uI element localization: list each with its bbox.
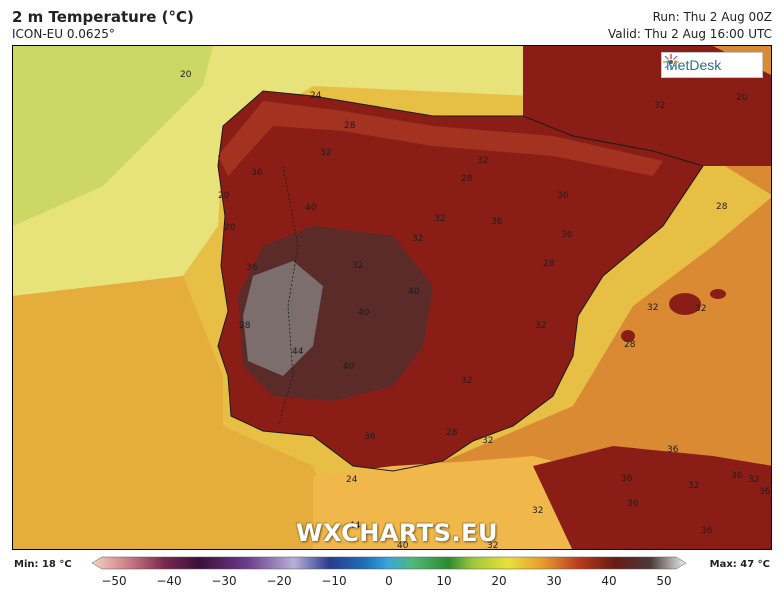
contour-label: 36 bbox=[251, 168, 263, 178]
contour-label: 32 bbox=[654, 101, 666, 111]
contour-label: 32 bbox=[477, 156, 489, 166]
contour-label: 20 bbox=[218, 191, 230, 201]
contour-label: 32 bbox=[482, 436, 494, 446]
contour-label: 44 bbox=[349, 521, 361, 531]
ibiza bbox=[621, 330, 635, 342]
contour-label: 28 bbox=[446, 428, 458, 438]
colorbar-tick-label: 50 bbox=[656, 574, 672, 588]
contour-label: 40 bbox=[305, 203, 317, 213]
contour-label: 36 bbox=[561, 230, 573, 240]
contour-label: 32 bbox=[434, 214, 446, 224]
contour-label: 32 bbox=[688, 481, 700, 491]
contour-label: 36 bbox=[731, 471, 743, 481]
colorbar-tick-label: 40 bbox=[601, 574, 617, 588]
contour-label: 28 bbox=[543, 259, 555, 269]
colorbar: Min: 18 °C Max: 47 °C bbox=[0, 553, 784, 600]
contour-label: 32 bbox=[535, 321, 547, 331]
contour-label: 36 bbox=[491, 217, 503, 227]
colorbar-tick-label: −10 bbox=[321, 574, 347, 588]
contour-label: 36 bbox=[621, 474, 633, 484]
contour-label: 40 bbox=[408, 287, 420, 297]
contour-label: 36 bbox=[246, 263, 258, 273]
colorbar-tick-label: 20 bbox=[491, 574, 507, 588]
contour-label: 40 bbox=[358, 308, 370, 318]
contour-label: 28 bbox=[344, 121, 356, 131]
contour-label: 32 bbox=[461, 376, 473, 386]
contour-label: 44 bbox=[292, 347, 304, 357]
contour-label: 36 bbox=[759, 487, 771, 497]
cantabrian-band bbox=[218, 101, 663, 176]
map-graphic bbox=[13, 46, 771, 549]
contour-label: 36 bbox=[627, 499, 639, 509]
colorbar-tick-label: 10 bbox=[436, 574, 452, 588]
colorbar-tick-label: −20 bbox=[266, 574, 292, 588]
metdesk-logo-mark-icon bbox=[663, 54, 679, 70]
contour-label: 20 bbox=[224, 223, 236, 233]
mallorca bbox=[669, 293, 701, 315]
mediterranean-area bbox=[345, 46, 771, 549]
site-watermark: WXCHARTS.EU bbox=[296, 519, 498, 547]
metdesk-logo: MetDesk bbox=[661, 52, 763, 78]
contour-label: 40 bbox=[397, 541, 409, 550]
ocean-greenish-area bbox=[13, 46, 213, 226]
chart-title: 2 m Temperature (°C) bbox=[12, 8, 194, 26]
colorbar-tick-label: 30 bbox=[546, 574, 562, 588]
contour-label: 20 bbox=[736, 93, 748, 103]
contour-label: 24 bbox=[310, 91, 322, 101]
contour-label: 28 bbox=[461, 174, 473, 184]
contour-label: 28 bbox=[624, 340, 636, 350]
colorbar-tick-label: −30 bbox=[211, 574, 237, 588]
colorbar-tick-label: −40 bbox=[156, 574, 182, 588]
contour-label: 32 bbox=[748, 475, 760, 485]
run-time: Run: Thu 2 Aug 00Z bbox=[652, 10, 772, 24]
logo-text: MetDesk bbox=[666, 57, 722, 73]
contour-label: 32 bbox=[352, 261, 364, 271]
contour-label: 32 bbox=[320, 148, 332, 158]
contour-label: 20 bbox=[180, 70, 192, 80]
contour-label: 32 bbox=[647, 303, 659, 313]
north-africa-hot bbox=[533, 446, 771, 549]
colorbar-max-label: Max: 47 °C bbox=[709, 559, 770, 570]
colorbar-min-label: Min: 18 °C bbox=[14, 559, 72, 570]
valid-time: Valid: Thu 2 Aug 16:00 UTC bbox=[607, 27, 772, 41]
colorbar-tick-label: −50 bbox=[101, 574, 127, 588]
contour-label: 32 bbox=[532, 506, 544, 516]
coastline bbox=[217, 90, 704, 472]
colorbar-gradient bbox=[91, 556, 687, 570]
interior-extreme bbox=[243, 261, 323, 376]
country-border bbox=[277, 165, 299, 427]
temperature-map[interactable]: 20 24 28 32 20 36 32 40 28 36 32 36 36 2… bbox=[12, 45, 772, 550]
north-africa-land bbox=[313, 456, 573, 549]
contour-label: 32 bbox=[487, 541, 499, 550]
ocean-warm-area bbox=[13, 276, 343, 549]
contour-label: 36 bbox=[701, 526, 713, 536]
contour-label: 36 bbox=[364, 432, 376, 442]
menorca bbox=[710, 289, 726, 299]
contour-label: 36 bbox=[667, 445, 679, 455]
contour-label: 28 bbox=[239, 321, 251, 331]
contour-label: 28 bbox=[716, 202, 728, 212]
colorbar-tick-label: 0 bbox=[385, 574, 393, 588]
contour-label: 24 bbox=[346, 475, 358, 485]
contour-label: 32 bbox=[695, 304, 707, 314]
model-name: ICON-EU 0.0625° bbox=[12, 27, 115, 41]
contour-label: 40 bbox=[343, 362, 355, 372]
contour-label: 36 bbox=[557, 191, 569, 201]
contour-label: 32 bbox=[412, 234, 424, 244]
